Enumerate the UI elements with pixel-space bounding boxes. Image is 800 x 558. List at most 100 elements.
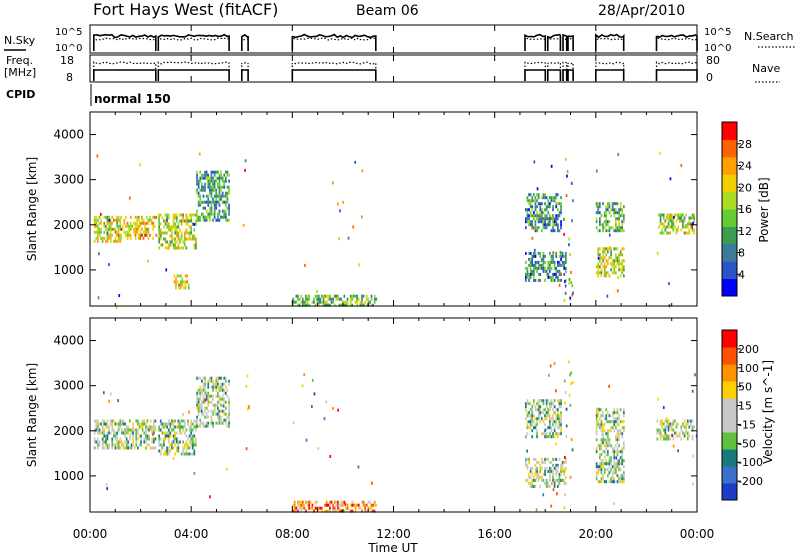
heatmap-cell [661,422,663,426]
heatmap-cell [301,500,304,504]
heatmap-cell [541,229,543,233]
heatmap-cell [210,206,213,210]
heatmap-cell [306,294,309,298]
heatmap-cell [534,226,537,230]
heatmap-cell [221,200,224,204]
heatmap-cell [212,382,214,386]
heatmap-cell [116,437,118,441]
heatmap-cell [178,283,180,287]
heatmap-cell [599,465,601,469]
heatmap-cell [180,219,183,223]
heatmap-cell [536,260,538,264]
heatmap-cell [595,432,598,436]
heatmap-cell [134,230,137,234]
heatmap-cell [549,466,551,470]
heatmap-cell [537,278,540,282]
heatmap-cell [561,478,564,482]
heatmap-cell [221,179,224,183]
heatmap-cell [182,412,184,416]
heatmap-cell [308,506,310,510]
heatmap-cell [533,269,535,273]
heatmap-cell [188,428,191,432]
freq-trace [93,69,698,81]
heatmap-cell [611,202,614,206]
heatmap-cell [354,506,357,510]
heatmap-cell [563,217,565,221]
heatmap-cell [196,176,198,180]
heatmap-cell [196,391,198,395]
heatmap-cell [545,478,548,482]
heatmap-cell [292,303,294,307]
heatmap-cell [226,415,229,419]
heatmap-cell [199,397,202,401]
heatmap-cell [619,205,622,209]
heatmap-cell [213,406,216,410]
heatmap-cell [95,218,98,222]
heatmap-cell [187,422,189,426]
heatmap-cell [111,425,114,429]
heatmap-cell [126,224,129,228]
heatmap-cell [534,417,537,421]
heatmap-cell [552,260,554,264]
heatmap-cell [213,170,216,174]
heatmap-cell [190,440,192,444]
heatmap-cell [215,191,218,195]
heatmap-cell [555,414,558,418]
heatmap-cell [127,425,130,429]
heatmap-cell [560,411,562,415]
heatmap-cell [544,472,546,476]
heatmap-cell [213,194,216,198]
heatmap-cell [599,259,601,263]
heatmap-cell [561,460,564,464]
heatmap-cell [570,382,573,386]
heatmap-cell [190,225,192,229]
heatmap-cell [103,236,106,240]
heatmap-cell [332,300,334,304]
heatmap-cell [533,272,535,276]
heatmap-cell [623,474,625,478]
heatmap-cell [244,159,247,163]
heatmap-cell [167,246,170,250]
heatmap-cell [602,226,604,230]
heatmap-cell [338,509,341,513]
heatmap-cell [362,503,365,507]
heatmap-cell [603,444,606,448]
heatmap-cell [529,484,532,488]
heatmap-cell [113,431,115,435]
heatmap-cell [564,280,566,284]
heatmap-cell [298,303,301,307]
heatmap-cell [116,431,118,435]
heatmap-cell [550,164,553,168]
heatmap-cell [202,206,205,210]
heatmap-cell [615,411,617,415]
heatmap-cell [373,509,376,513]
heatmap-cell [545,205,548,209]
heatmap-cell [329,303,331,307]
colorbar-swatch [722,174,737,193]
heatmap-cell [670,222,673,226]
heatmap-cell [195,443,197,447]
heatmap-cell [678,219,681,223]
heatmap-cell [664,428,667,432]
heatmap-cell [154,428,157,432]
heatmap-cell [531,254,534,258]
heatmap-cell [98,227,101,231]
heatmap-cell [317,294,320,298]
heatmap-cell [552,478,554,482]
heatmap-cell [188,225,191,229]
heatmap-cell [553,229,556,233]
heatmap-cell [603,256,606,260]
heatmap-cell [619,462,622,466]
heatmap-cell [306,500,309,504]
heatmap-cell [667,216,670,220]
heatmap-cell [539,414,542,418]
heatmap-cell [542,251,545,255]
heatmap-cell [536,205,538,209]
heatmap-cell [536,472,538,476]
heatmap-cell [605,453,608,457]
heatmap-cell [127,428,130,432]
heatmap-cell [226,200,229,204]
heatmap-cell [602,259,604,263]
heatmap-cell [153,440,155,444]
heatmap-cell [201,409,203,413]
